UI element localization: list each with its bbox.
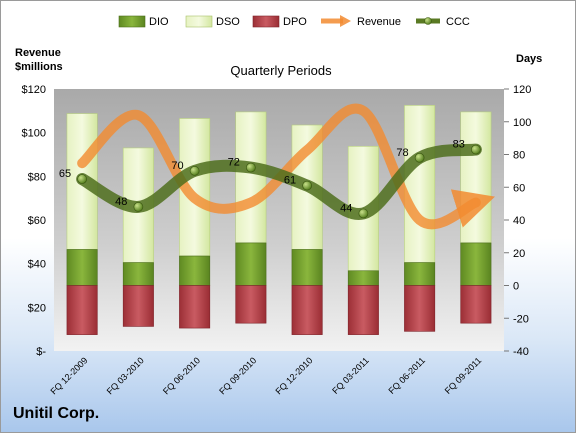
ccc-data-label: 48	[115, 196, 127, 208]
left-tick-label: $-	[36, 346, 46, 358]
category-labels: FQ 12-2009 FQ 03-2010 FQ 06-2010 FQ 09-2010…	[49, 355, 484, 396]
legend-swatch-dio	[118, 15, 146, 28]
right-tick-label: 120	[513, 84, 531, 96]
bar-dio	[66, 249, 98, 286]
bar-dpo	[404, 285, 436, 332]
right-tick-label: 40	[513, 215, 525, 227]
bars-group	[66, 105, 492, 335]
ccc-point	[358, 208, 369, 219]
bar-dso	[460, 111, 492, 244]
bar-dio	[235, 242, 267, 286]
ccc-point	[77, 174, 87, 184]
bar-dio	[460, 242, 492, 286]
legend-label-dpo: DPO	[283, 16, 307, 28]
legend-label-revenue: Revenue	[357, 16, 401, 28]
ccc-data-label: 44	[340, 202, 352, 214]
bar-dpo	[122, 285, 154, 327]
bar-dso	[235, 111, 267, 244]
left-tick-label: $40	[28, 259, 46, 271]
category-label: FQ 06-2011	[386, 355, 427, 396]
category-label: FQ 12-2009	[49, 355, 90, 396]
right-tick-label: -40	[513, 346, 529, 358]
company-name: Unitil Corp.	[13, 405, 100, 422]
right-axis-title: Days	[516, 53, 542, 65]
legend-swatch-dso	[185, 15, 213, 28]
bar-dio	[291, 249, 323, 286]
right-tick-label: 100	[513, 117, 531, 129]
category-label: FQ 09-2010	[217, 355, 258, 396]
left-axis-title-line2: $millions	[15, 61, 63, 73]
bar-dpo	[66, 285, 98, 335]
left-tick-label: $120	[22, 84, 46, 96]
category-label: FQ 12-2010	[274, 355, 315, 396]
ccc-data-label: 61	[284, 175, 296, 187]
legend: DIO DSO DPO Revenue CCC	[118, 15, 470, 28]
bar-dpo	[291, 285, 323, 335]
left-tick-label: $100	[22, 128, 46, 140]
category-label: FQ 03-2010	[105, 355, 146, 396]
legend-label-dso: DSO	[216, 16, 240, 28]
right-tick-label: 20	[513, 248, 525, 260]
ccc-point	[302, 180, 312, 191]
ccc-line-group: 65 48 70 72 61 44 78 83	[59, 139, 482, 220]
bar-dpo	[179, 285, 211, 329]
ccc-data-label: 78	[396, 147, 408, 159]
category-label: FQ 09-2011	[443, 355, 484, 396]
ccc-data-label: 72	[228, 157, 240, 169]
bar-dio	[179, 255, 211, 286]
ccc-point	[471, 144, 481, 155]
ccc-point	[133, 202, 144, 212]
right-tick-label: -20	[513, 313, 529, 325]
bar-dio	[122, 262, 154, 286]
right-tick-label: 0	[513, 281, 519, 293]
legend-arrow-revenue	[340, 15, 351, 27]
ccc-data-label: 65	[59, 168, 71, 180]
chart-title: Quarterly Periods	[230, 63, 332, 78]
ccc-data-label: 70	[171, 160, 183, 172]
left-tick-label: $80	[28, 171, 46, 183]
legend-swatch-dpo	[252, 15, 280, 28]
category-label: FQ 06-2010	[161, 355, 202, 396]
bar-dso	[404, 105, 436, 263]
legend-label-dio: DIO	[149, 16, 169, 28]
legend-dot-ccc	[424, 17, 432, 25]
legend-label-ccc: CCC	[446, 16, 470, 28]
right-axis-ticks: -40 -20 0 20 40 60 80 100 120	[504, 84, 531, 358]
right-tick-label: 80	[513, 150, 525, 162]
ccc-point	[414, 152, 425, 163]
left-tick-label: $20	[28, 302, 46, 314]
left-axis-title-line1: Revenue	[15, 47, 61, 59]
right-tick-label: 60	[513, 182, 525, 194]
left-tick-label: $60	[28, 215, 46, 227]
ccc-point	[246, 162, 256, 173]
category-label: FQ 03-2011	[330, 355, 371, 396]
bar-dio	[347, 270, 379, 286]
ccc-data-label: 83	[453, 139, 465, 151]
bar-dpo	[347, 285, 379, 335]
left-axis-ticks: $- $20 $40 $60 $80 $100 $120	[22, 84, 47, 358]
bar-dpo	[460, 285, 492, 324]
ccc-point	[189, 166, 200, 176]
bar-dio	[404, 262, 436, 286]
bar-dpo	[235, 285, 267, 324]
